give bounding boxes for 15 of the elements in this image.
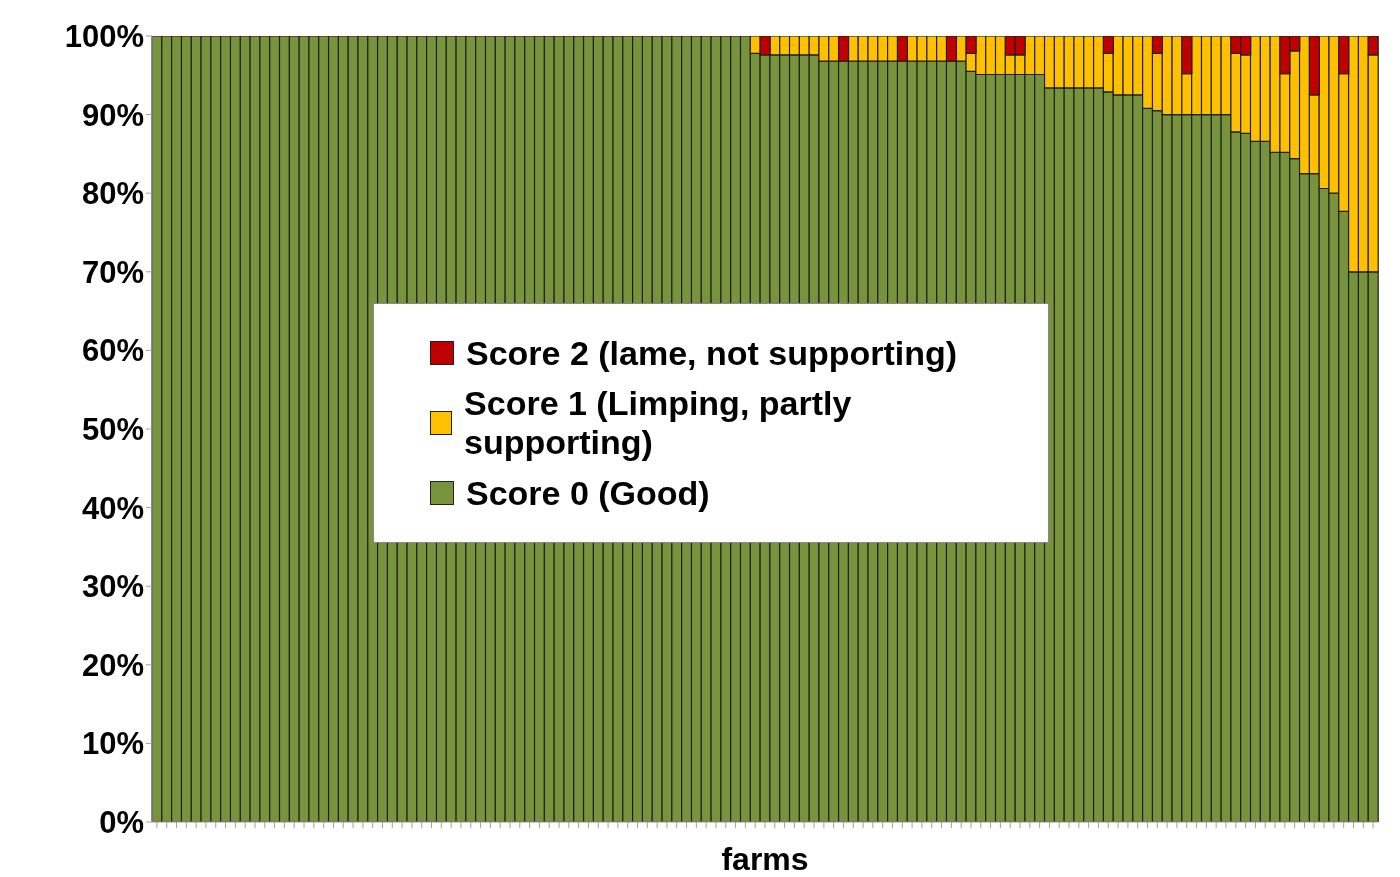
y-tick-label: 30% — [81, 569, 144, 605]
y-tick-label: 70% — [81, 254, 144, 290]
legend-label: Score 0 (Good) — [466, 473, 710, 513]
y-tick-label: 100% — [64, 19, 144, 55]
y-tick-label: 80% — [81, 176, 144, 212]
legend-label: Score 2 (lame, not supporting) — [466, 333, 958, 373]
legend-label: Score 1 (Limping, partly supporting) — [464, 384, 853, 462]
y-tick-label: 50% — [81, 412, 144, 448]
y-tick-label: 0% — [99, 805, 144, 841]
y-tick-label: 20% — [81, 647, 144, 683]
y-tick-label: 60% — [81, 333, 144, 369]
y-tick-label: 10% — [81, 726, 144, 762]
x-axis-title: farms — [721, 841, 809, 877]
y-tick-label: 40% — [81, 490, 144, 526]
y-tick-label: 90% — [81, 97, 144, 133]
